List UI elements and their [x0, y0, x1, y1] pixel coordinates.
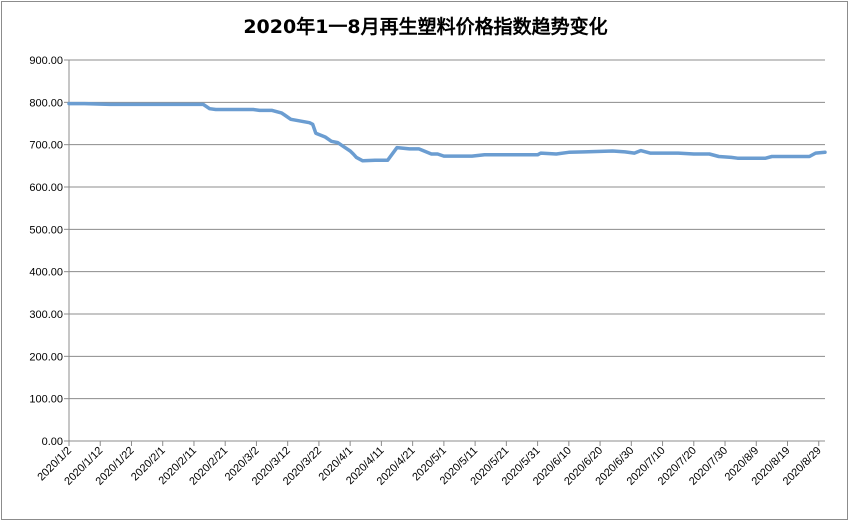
y-tick-label: 800.00	[29, 97, 63, 109]
y-tick-label: 900.00	[29, 55, 63, 67]
price-index-line	[67, 101, 827, 163]
y-tick-label: 100.00	[29, 394, 63, 406]
y-tick-label: 200.00	[29, 351, 63, 363]
y-tick-label: 500.00	[29, 224, 63, 236]
y-tick-label: 700.00	[29, 140, 63, 152]
y-tick-label: 300.00	[29, 309, 63, 321]
y-tick-label: 600.00	[29, 182, 63, 194]
chart-title: 2020年1一8月再生塑料价格指数趋势变化	[243, 16, 608, 38]
y-tick-label: 0.00	[42, 436, 63, 448]
y-tick-label: 400.00	[29, 267, 63, 279]
